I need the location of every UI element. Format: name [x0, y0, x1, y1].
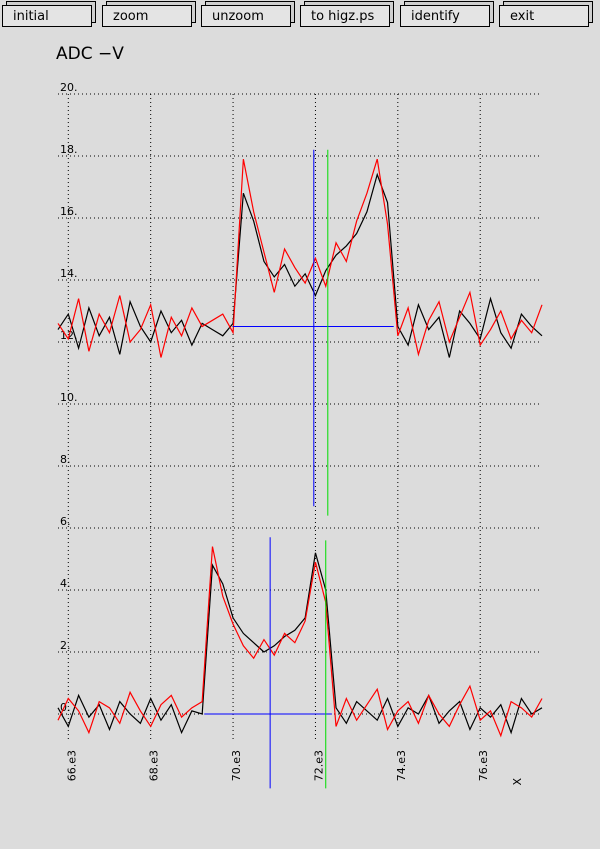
y-tick-label: 20. — [60, 81, 78, 94]
x-tick-label: 68.e3 — [148, 750, 161, 781]
x-axis-label: X — [511, 778, 524, 786]
trace — [57, 172, 543, 358]
x-tick-label: 70.e3 — [230, 750, 243, 781]
x-tick-label: 72.e3 — [312, 750, 325, 781]
y-tick-label: 2. — [60, 639, 71, 652]
button[interactable]: zoom — [102, 5, 192, 27]
y-tick-label: 16. — [60, 205, 78, 218]
chart-title: ADC −V — [56, 44, 124, 64]
y-tick-label: 14. — [60, 267, 78, 280]
button[interactable]: initial — [2, 5, 92, 27]
x-tick-label: 74.e3 — [395, 750, 408, 781]
x-tick-label: 76.e3 — [477, 750, 490, 781]
y-tick-label: 18. — [60, 143, 78, 156]
trace — [57, 546, 543, 738]
y-tick-label: 6. — [60, 515, 71, 528]
button[interactable]: exit — [499, 5, 589, 27]
y-tick-label: 0. — [60, 701, 71, 714]
button[interactable]: unzoom — [201, 5, 291, 27]
trace — [57, 552, 543, 735]
y-tick-label: 4. — [60, 577, 71, 590]
button[interactable]: to higz.ps — [300, 5, 390, 27]
button[interactable]: identify — [400, 5, 490, 27]
trace — [57, 158, 543, 358]
x-tick-label: 66.e3 — [65, 750, 78, 781]
y-tick-label: 10. — [60, 391, 78, 404]
y-tick-label: 8. — [60, 453, 71, 466]
